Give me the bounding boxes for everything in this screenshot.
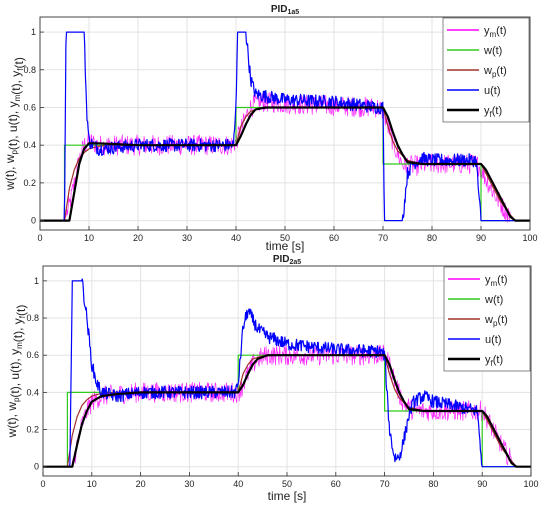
series-line-ut (43, 278, 531, 468)
y-tick-label: 0.2 (26, 425, 39, 435)
legend-entry: wp(t) (484, 314, 508, 328)
x-tick-label: 80 (428, 479, 438, 489)
y-tick-label: 0.2 (23, 178, 36, 188)
legend: ym(t) w(t) wp(t) u(t) yf(t) (443, 266, 531, 372)
legend-entry: yf(t) (485, 354, 503, 368)
legend-entry: yf(t) (484, 105, 502, 119)
x-tick-label: 90 (477, 479, 487, 489)
x-axis-label: time [s] (268, 489, 307, 503)
y-axis-label: w(t), wp(t), u(t), ym(t), yf(t) (5, 305, 28, 439)
legend-entry: ym(t) (485, 274, 508, 288)
x-tick-label: 10 (84, 233, 94, 243)
series-line-ymt (40, 91, 530, 223)
x-tick-label: 0 (37, 233, 42, 243)
y-axis-label: w(t), wp(t), u(t), ym(t), yf(t) (3, 57, 26, 191)
x-tick-label: 0 (40, 479, 45, 489)
series-line-ut (40, 31, 530, 222)
y-tick-label: 0.8 (23, 65, 36, 75)
chart-panel-1: 0 10 20 30 40 50 60 70 80 90 100 0 0.2 0.4 0.6 0.8 1 PID1… (3, 4, 538, 253)
x-tick-label: 80 (427, 233, 437, 243)
y-tick-label: 0.4 (23, 140, 36, 150)
x-tick-label: 10 (87, 479, 97, 489)
y-tick-label: 1 (31, 27, 36, 37)
x-tick-label: 30 (182, 233, 192, 243)
y-tick-label: 1 (34, 276, 39, 286)
x-tick-label: 60 (331, 479, 341, 489)
legend-entry: wp(t) (483, 65, 507, 79)
series-group (40, 31, 530, 223)
x-tick-label: 20 (133, 233, 143, 243)
chart-title: PID1a5 (271, 4, 299, 16)
series-line-ymt (43, 344, 531, 468)
y-tick-label: 0 (34, 462, 39, 472)
x-tick-label: 50 (282, 479, 292, 489)
legend-entry: w(t) (483, 45, 502, 57)
legend-entry: ym(t) (484, 25, 507, 39)
series-group (43, 278, 531, 468)
x-tick-label: 40 (233, 479, 243, 489)
y-tick-label: 0.6 (26, 350, 39, 360)
x-tick-label: 50 (280, 233, 290, 243)
x-tick-label: 70 (380, 479, 390, 489)
x-tick-label: 20 (136, 479, 146, 489)
series-line-yft (43, 354, 531, 468)
x-tick-label: 100 (522, 233, 537, 243)
x-tick-label: 30 (184, 479, 194, 489)
x-tick-label: 90 (476, 233, 486, 243)
legend-entry: w(t) (484, 294, 503, 306)
y-tick-label: 0.6 (23, 102, 36, 112)
chart-title: PID2a5 (273, 254, 301, 266)
y-tick-label: 0 (31, 216, 36, 226)
legend-entry: u(t) (485, 334, 502, 346)
y-tick-label: 0.8 (26, 313, 39, 323)
series-line-yft (40, 106, 530, 222)
x-tick-label: 70 (378, 233, 388, 243)
legend: ym(t) w(t) wp(t) u(t) yf(t) (442, 17, 530, 123)
chart-panel-2: 0 10 20 30 40 50 60 70 80 90 100 0 0.2 0.4 0.6 0.8 1 PID2… (5, 254, 539, 503)
x-axis-label: time [s] (266, 239, 305, 253)
x-tick-label: 40 (231, 233, 241, 243)
y-tick-label: 0.4 (26, 387, 39, 397)
x-tick-label: 60 (329, 233, 339, 243)
x-tick-label: 100 (523, 479, 538, 489)
legend-entry: u(t) (484, 85, 501, 97)
